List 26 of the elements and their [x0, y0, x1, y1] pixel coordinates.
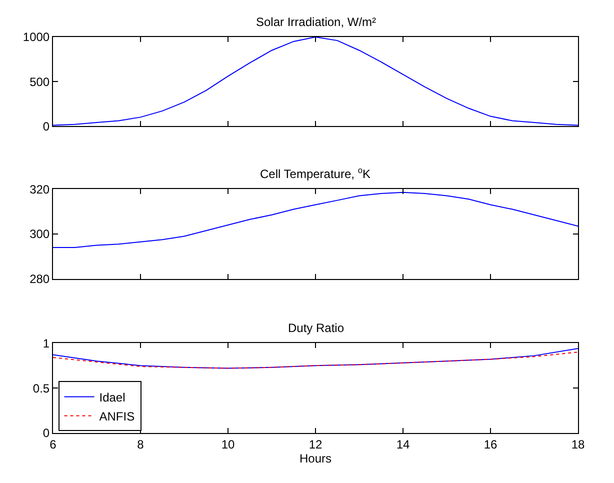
- y-tick-label: 0: [42, 426, 50, 440]
- x-tick-label: 14: [396, 437, 410, 452]
- x-tick-label: 16: [484, 437, 498, 452]
- y-tick-label: 300: [30, 227, 50, 242]
- y-tick-label: 0.5: [32, 381, 50, 396]
- x-tick-label: 6: [50, 437, 57, 452]
- line-series: [53, 352, 578, 369]
- y-tick-label: 500: [30, 74, 50, 89]
- y-tick-label: 280: [30, 272, 50, 286]
- x-tick-label: 8: [137, 437, 144, 452]
- x-tick-label: 12: [308, 437, 322, 452]
- y-tick-label: 1: [42, 336, 50, 350]
- y-tick-label: 0: [42, 119, 50, 134]
- x-tick-label: 18: [571, 437, 585, 452]
- line-series: [53, 192, 578, 248]
- legend-label: Idael: [99, 390, 126, 404]
- legend-label: ANFIS: [99, 409, 135, 424]
- x-tick-label: 10: [221, 437, 235, 452]
- y-tick-label: 1000: [22, 30, 50, 44]
- x-axis-title: Hours: [299, 451, 332, 466]
- chart-title: Solar Irradiation, W/m²: [256, 15, 376, 29]
- y-tick-label: 320: [30, 182, 50, 196]
- line-series: [53, 37, 578, 126]
- chart-title: Duty Ratio: [288, 321, 344, 335]
- chart-title: Cell Temperature, $^{o}$K: [260, 165, 371, 182]
- line-series: [53, 348, 578, 369]
